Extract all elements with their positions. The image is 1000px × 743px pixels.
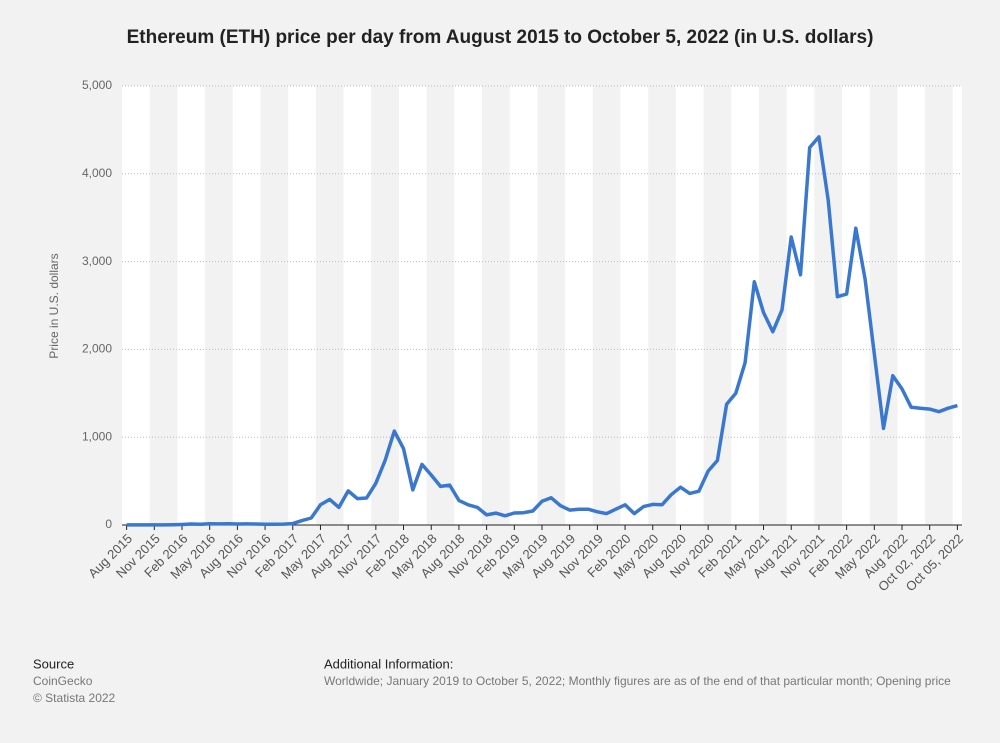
y-tick-label: 3,000 bbox=[82, 254, 112, 268]
stripe bbox=[122, 86, 150, 525]
y-tick-label: 1,000 bbox=[82, 429, 112, 443]
stripe bbox=[565, 86, 593, 525]
stripe bbox=[343, 86, 372, 525]
stripe bbox=[398, 86, 427, 525]
source-heading: Source bbox=[33, 656, 74, 671]
y-tick-label: 5,000 bbox=[82, 78, 112, 92]
stripe bbox=[232, 86, 261, 525]
stripe bbox=[288, 86, 316, 525]
stripe bbox=[620, 86, 649, 525]
stripe bbox=[454, 86, 482, 525]
y-tick-label: 0 bbox=[105, 517, 112, 531]
stripe bbox=[952, 86, 962, 525]
stripe bbox=[509, 86, 538, 525]
source-line: © Statista 2022 bbox=[33, 691, 116, 705]
source-line: CoinGecko bbox=[33, 674, 93, 688]
stripe bbox=[897, 86, 926, 525]
price-line bbox=[126, 135, 958, 527]
y-tick-label: 4,000 bbox=[82, 166, 112, 180]
stripe bbox=[842, 86, 870, 525]
y-tick-label: 2,000 bbox=[82, 342, 112, 356]
y-axis-label: Price in U.S. dollars bbox=[47, 253, 61, 358]
chart-title: Ethereum (ETH) price per day from August… bbox=[127, 27, 874, 48]
stripe bbox=[675, 86, 704, 525]
info-text: Worldwide; January 2019 to October 5, 20… bbox=[324, 674, 951, 688]
stripe bbox=[177, 86, 206, 525]
info-heading: Additional Information: bbox=[324, 656, 453, 671]
stripe bbox=[731, 86, 759, 525]
